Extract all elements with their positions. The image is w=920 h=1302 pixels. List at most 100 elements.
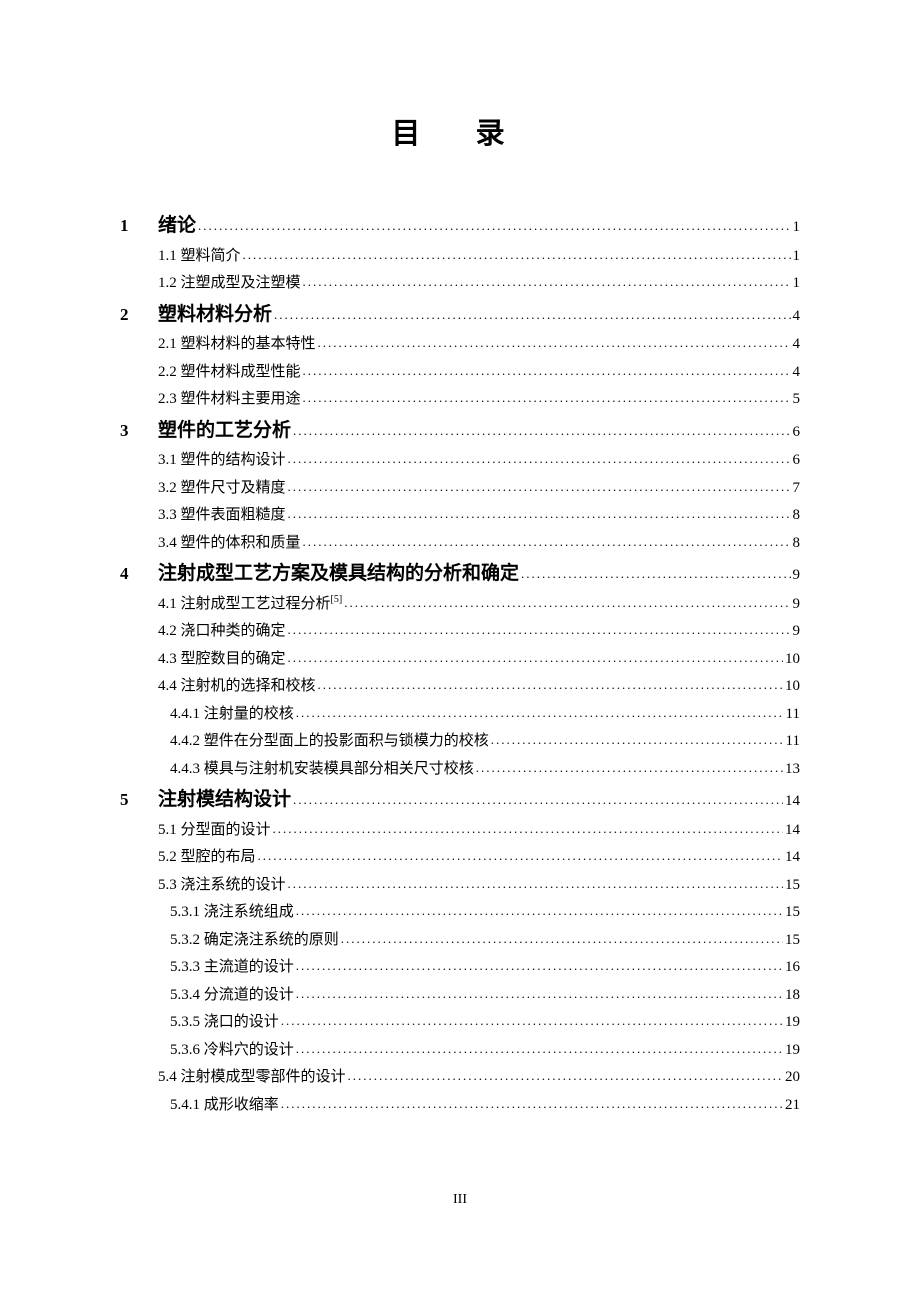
- leader-dots: ........................................…: [281, 1013, 783, 1029]
- toc-entry: 5.3.1 浇注系统组成............................…: [120, 900, 800, 921]
- entry-label: 注射成型工艺方案及模具结构的分析和确定: [158, 558, 519, 585]
- entry-label-text: 4.4 注射机的选择和校核: [158, 678, 316, 694]
- entry-label: 5.3.3 主流道的设计: [170, 955, 294, 976]
- entry-label: 4.1 注射成型工艺过程分析[5]: [158, 592, 342, 613]
- entry-label: 4.4.2 塑件在分型面上的投影面积与锁模力的校核: [170, 729, 489, 750]
- page-number: 10: [785, 678, 800, 695]
- leader-dots: ........................................…: [288, 506, 791, 522]
- entry-label: 4.4 注射机的选择和校核: [158, 674, 316, 695]
- leader-dots: ........................................…: [303, 534, 791, 550]
- toc-entry: 3.1 塑件的结构设计.............................…: [120, 448, 800, 469]
- leader-dots: ........................................…: [273, 821, 783, 837]
- leader-dots: ........................................…: [296, 903, 783, 919]
- entry-label: 1.1 塑料简介: [158, 244, 241, 265]
- entry-label-text: 5.3.1 浇注系统组成: [170, 904, 294, 920]
- page-number: 5: [793, 391, 801, 408]
- page-number: 14: [785, 822, 800, 839]
- entry-label-text: 5.3 浇注系统的设计: [158, 877, 286, 893]
- toc-entry: 3.2 塑件尺寸及精度.............................…: [120, 476, 800, 497]
- chapter-number: 5: [120, 790, 158, 810]
- entry-label: 5.1 分型面的设计: [158, 818, 271, 839]
- leader-dots: ........................................…: [198, 218, 790, 234]
- leader-dots: ........................................…: [293, 792, 783, 808]
- page-number: 19: [785, 1014, 800, 1031]
- entry-label: 塑件的工艺分析: [158, 415, 291, 442]
- entry-label-text: 1.1 塑料简介: [158, 248, 241, 264]
- leader-dots: ........................................…: [296, 986, 783, 1002]
- toc-entry: 4.4.1 注射量的校核............................…: [120, 702, 800, 723]
- leader-dots: ........................................…: [281, 1096, 783, 1112]
- toc-title: 目 录: [120, 110, 800, 152]
- toc-entry: 4注射成型工艺方案及模具结构的分析和确定....................…: [120, 558, 800, 585]
- entry-label: 5.3.2 确定浇注系统的原则: [170, 928, 339, 949]
- page-number: 8: [793, 507, 801, 524]
- leader-dots: ........................................…: [243, 247, 791, 263]
- entry-label-text: 塑件的工艺分析: [158, 420, 291, 441]
- page-number: 9: [793, 567, 801, 584]
- page-number-footer: III: [0, 1192, 920, 1208]
- toc-entry: 4.4.2 塑件在分型面上的投影面积与锁模力的校核...............…: [120, 729, 800, 750]
- entry-label-text: 5.4.1 成形收缩率: [170, 1097, 279, 1113]
- toc-entry: 5.3.6 冷料穴的设计............................…: [120, 1038, 800, 1059]
- entry-label: 绪论: [158, 210, 196, 237]
- chapter-number: 4: [120, 564, 158, 584]
- leader-dots: ........................................…: [296, 958, 783, 974]
- toc-entry: 2.1 塑料材料的基本特性...........................…: [120, 332, 800, 353]
- leader-dots: ........................................…: [318, 677, 783, 693]
- chapter-number: 3: [120, 421, 158, 441]
- entry-label-text: 2.2 塑件材料成型性能: [158, 364, 301, 380]
- chapter-number: 2: [120, 305, 158, 325]
- entry-label: 1.2 注塑成型及注塑模: [158, 271, 301, 292]
- toc-entry: 4.2 浇口种类的确定.............................…: [120, 619, 800, 640]
- toc-entry: 3.4 塑件的体积和质量............................…: [120, 531, 800, 552]
- toc-entry: 3塑件的工艺分析................................…: [120, 415, 800, 442]
- leader-dots: ........................................…: [303, 363, 791, 379]
- entry-label: 4.4.1 注射量的校核: [170, 702, 294, 723]
- leader-dots: ........................................…: [258, 848, 783, 864]
- leader-dots: ........................................…: [521, 566, 790, 582]
- page-number: 6: [793, 424, 801, 441]
- page-number: 1: [793, 219, 801, 236]
- toc-entry: 5.2 型腔的布局...............................…: [120, 845, 800, 866]
- page-number: 4: [793, 308, 801, 325]
- entry-label-text: 1.2 注塑成型及注塑模: [158, 275, 301, 291]
- page-number: 10: [785, 651, 800, 668]
- entry-label-text: 4.4.2 塑件在分型面上的投影面积与锁模力的校核: [170, 733, 489, 749]
- entry-label: 3.2 塑件尺寸及精度: [158, 476, 286, 497]
- entry-label-text: 5.1 分型面的设计: [158, 822, 271, 838]
- entry-label: 4.4.3 模具与注射机安装模具部分相关尺寸校核: [170, 757, 474, 778]
- entry-label-text: 注射成型工艺方案及模具结构的分析和确定: [158, 563, 519, 584]
- page-number: 8: [793, 535, 801, 552]
- toc-entry: 5.3.2 确定浇注系统的原则.........................…: [120, 928, 800, 949]
- entry-label-text: 5.3.3 主流道的设计: [170, 959, 294, 975]
- entry-label: 5.3.1 浇注系统组成: [170, 900, 294, 921]
- entry-label: 注射模结构设计: [158, 784, 291, 811]
- page-number: 18: [785, 987, 800, 1004]
- toc-entry: 2.2 塑件材料成型性能............................…: [120, 360, 800, 381]
- entry-label: 5.4 注射模成型零部件的设计: [158, 1065, 346, 1086]
- toc-entry: 5.4 注射模成型零部件的设计.........................…: [120, 1065, 800, 1086]
- entry-label-text: 2.1 塑料材料的基本特性: [158, 336, 316, 352]
- leader-dots: ........................................…: [274, 307, 790, 323]
- page-number: 11: [786, 706, 800, 723]
- toc-entry: 5注射模结构设计................................…: [120, 784, 800, 811]
- toc-entry: 5.3.3 主流道的设计............................…: [120, 955, 800, 976]
- entry-label-text: 4.2 浇口种类的确定: [158, 623, 286, 639]
- entry-label: 塑料材料分析: [158, 299, 272, 326]
- page-number: 11: [786, 733, 800, 750]
- leader-dots: ........................................…: [288, 451, 791, 467]
- entry-label: 4.2 浇口种类的确定: [158, 619, 286, 640]
- entry-label-text: 5.3.2 确定浇注系统的原则: [170, 932, 339, 948]
- toc-entry: 5.3 浇注系统的设计.............................…: [120, 873, 800, 894]
- toc-entry: 2塑料材料分析.................................…: [120, 299, 800, 326]
- leader-dots: ........................................…: [476, 760, 783, 776]
- entry-label-text: 塑料材料分析: [158, 304, 272, 325]
- page-number: 14: [785, 793, 800, 810]
- entry-label: 3.3 塑件表面粗糙度: [158, 503, 286, 524]
- leader-dots: ........................................…: [288, 479, 791, 495]
- entry-label-text: 3.2 塑件尺寸及精度: [158, 480, 286, 496]
- entry-label-text: 2.3 塑件材料主要用途: [158, 391, 301, 407]
- entry-superscript: [5]: [331, 594, 343, 605]
- leader-dots: ........................................…: [288, 622, 791, 638]
- entry-label: 3.4 塑件的体积和质量: [158, 531, 301, 552]
